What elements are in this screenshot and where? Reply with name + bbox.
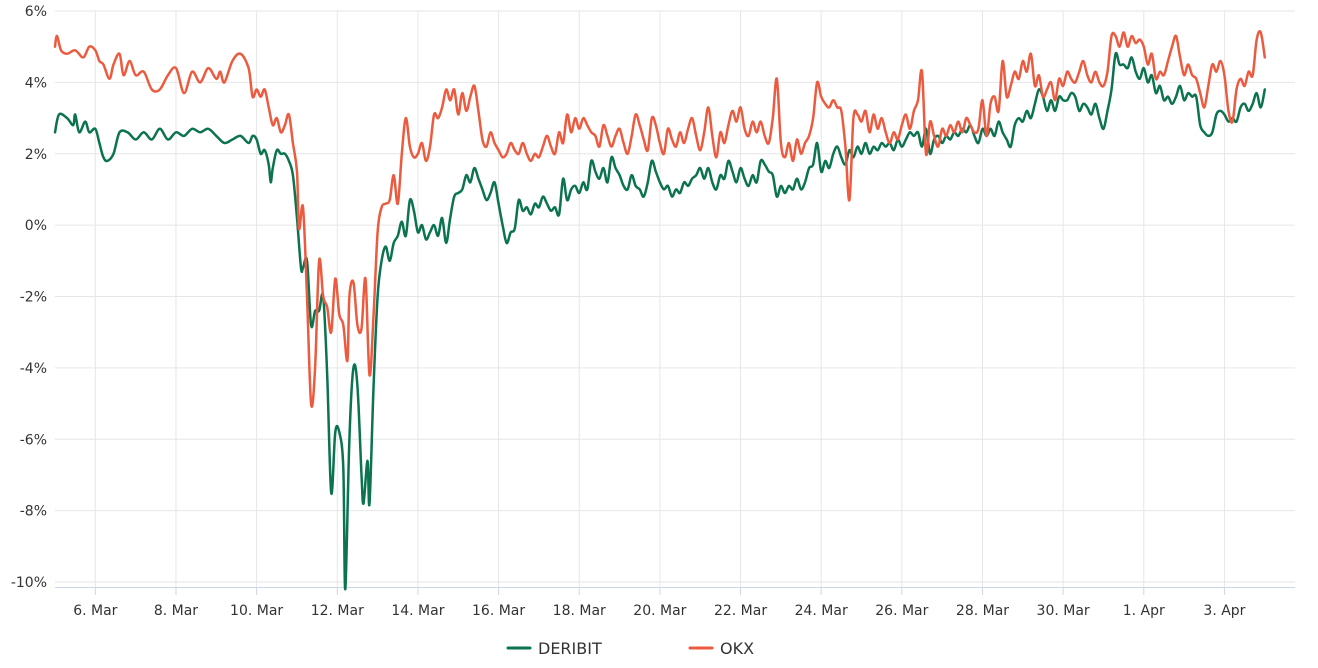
x-tick-label: 10. Mar — [230, 603, 283, 619]
x-tick-label: 14. Mar — [391, 603, 444, 619]
y-tick-label: 2% — [25, 147, 47, 163]
y-tick-label: -8% — [20, 504, 47, 520]
x-tick-label: 22. Mar — [714, 603, 767, 619]
y-tick-label: 0% — [25, 218, 47, 234]
x-tick-label: 1. Apr — [1123, 603, 1165, 619]
legend: DERIBIT OKX — [506, 639, 754, 658]
legend-label: OKX — [720, 639, 754, 658]
legend-label: DERIBIT — [538, 639, 602, 658]
x-tick-label: 30. Mar — [1037, 603, 1090, 619]
x-tick-label: 20. Mar — [633, 603, 686, 619]
y-tick-label: -4% — [20, 361, 47, 377]
y-tick-label: -10% — [11, 575, 47, 591]
y-tick-label: 4% — [25, 75, 47, 91]
x-tick-label: 3. Apr — [1203, 603, 1245, 619]
legend-item-deribit[interactable]: DERIBIT — [506, 639, 602, 658]
x-tick-label: 26. Mar — [875, 603, 928, 619]
x-tick-marks — [94, 587, 1225, 595]
y-tick-label: -2% — [20, 290, 47, 306]
y-gridlines — [55, 10, 1295, 583]
x-axis-labels: 6. Mar 8. Mar 10. Mar 12. Mar 14. Mar 16. Mar… — [73, 603, 1245, 619]
legend-item-okx[interactable]: OKX — [688, 639, 754, 658]
x-tick-label: 24. Mar — [795, 603, 848, 619]
y-tick-label: -6% — [20, 432, 47, 448]
x-tick-label: 16. Mar — [472, 603, 525, 619]
y-axis-labels: 6% 4% 2% 0% -2% -4% -6% -8% -10% — [11, 4, 47, 591]
series-line-okx[interactable] — [53, 29, 1267, 408]
y-tick-label: 6% — [25, 4, 47, 20]
x-tick-label: 18. Mar — [553, 603, 606, 619]
series-layer — [53, 29, 1267, 591]
x-tick-label: 28. Mar — [956, 603, 1009, 619]
x-tick-label: 6. Mar — [73, 603, 117, 619]
x-tick-label: 8. Mar — [154, 603, 198, 619]
x-tick-label: 12. Mar — [311, 603, 364, 619]
